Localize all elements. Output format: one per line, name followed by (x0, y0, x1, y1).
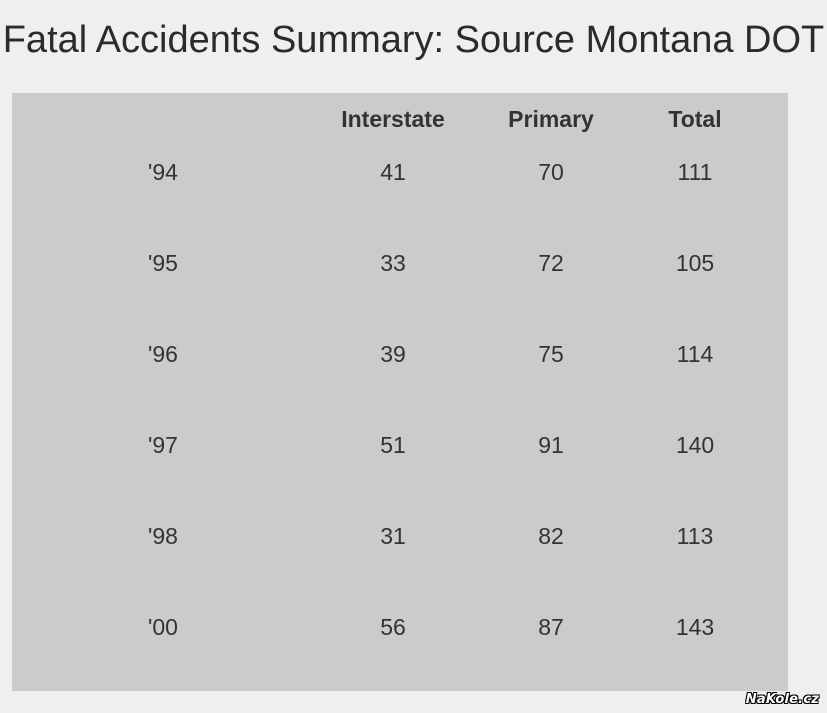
row-year-label: '95 (148, 250, 178, 276)
table-cell: 41 (380, 159, 406, 185)
row-year-label: '98 (148, 523, 178, 549)
table-cell: 91 (538, 432, 564, 458)
table-cell: 87 (538, 614, 564, 640)
chart-title: Fatal Accidents Summary: Source Montana … (2, 19, 825, 61)
column-header: Interstate (341, 106, 445, 132)
row-year-label: '97 (148, 432, 178, 458)
table-cell: 72 (538, 250, 564, 276)
table-cell: 56 (380, 614, 406, 640)
column-header: Total (668, 106, 722, 132)
table-cell: 33 (380, 250, 406, 276)
row-year-label: '96 (148, 341, 178, 367)
table-cell: 75 (538, 341, 564, 367)
row-year-label: '00 (148, 614, 178, 640)
table-cell: 143 (675, 614, 715, 640)
table-cell: 51 (380, 432, 406, 458)
table-cell: 140 (675, 432, 715, 458)
column-header: Primary (508, 106, 594, 132)
watermark: NaKole.cz (745, 692, 819, 707)
summary-table: Interstate Primary Total '94 41 70 111 '95 33 72 1… (12, 93, 788, 691)
table-cell: 114 (676, 341, 714, 367)
table-cell: 70 (538, 159, 564, 185)
table-cell: 31 (380, 523, 406, 549)
table-cell: 113 (676, 523, 714, 549)
table-cell: 39 (380, 341, 406, 367)
table-cell: 111 (677, 159, 713, 185)
table-cell: 105 (675, 250, 715, 276)
table-cell: 82 (538, 523, 564, 549)
row-year-label: '94 (148, 159, 178, 185)
